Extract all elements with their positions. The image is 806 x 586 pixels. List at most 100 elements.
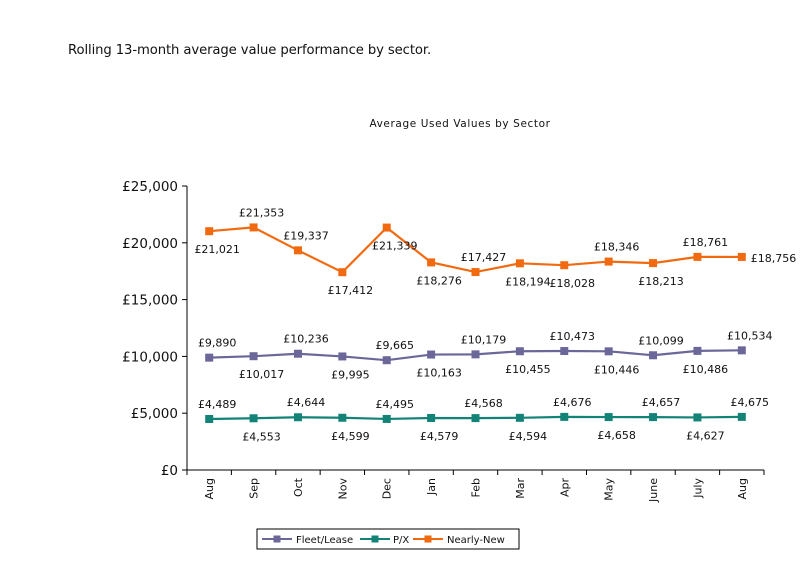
data-marker (471, 350, 480, 359)
data-marker (427, 350, 436, 359)
data-label: £10,473 (550, 330, 596, 343)
chart-title: Average Used Values by Sector (369, 118, 550, 130)
data-label: £17,412 (328, 284, 374, 297)
data-label: £4,658 (597, 429, 636, 442)
x-tick-label: Aug (203, 478, 216, 499)
data-label: £4,489 (198, 398, 237, 411)
data-marker (560, 412, 569, 421)
data-marker (205, 415, 214, 424)
data-marker (249, 414, 258, 423)
x-tick-label: Nov (336, 478, 349, 500)
legend-swatch-marker (273, 535, 281, 543)
data-marker (737, 346, 746, 355)
legend-label: Nearly-New (447, 535, 505, 546)
data-label: £9,995 (331, 368, 370, 381)
data-label: £10,446 (594, 363, 640, 376)
data-label: £21,339 (372, 240, 418, 253)
data-marker (604, 347, 613, 356)
data-marker (649, 413, 658, 422)
data-marker (737, 252, 746, 261)
x-tick-label: Jan (425, 478, 438, 496)
data-label: £19,337 (283, 229, 329, 242)
data-marker (515, 259, 524, 268)
legend-swatch-marker (371, 535, 379, 543)
legend-label: P/X (393, 535, 409, 546)
x-tick-label: July (691, 478, 704, 499)
data-marker (338, 352, 347, 361)
data-marker (338, 268, 347, 277)
data-label: £10,099 (638, 334, 684, 347)
x-tick-label: June (647, 478, 660, 503)
data-label: £18,276 (416, 274, 462, 287)
x-tick-label: Feb (470, 478, 483, 497)
data-marker (560, 261, 569, 270)
y-tick-label: £0 (161, 463, 178, 479)
data-label: £9,890 (198, 337, 237, 350)
data-label: £4,553 (242, 430, 281, 443)
data-label: £10,486 (683, 363, 729, 376)
data-label: £4,579 (420, 430, 459, 443)
data-marker (560, 347, 569, 356)
data-label: £4,599 (331, 430, 370, 443)
y-tick-label: £5,000 (131, 406, 178, 422)
data-marker (382, 356, 391, 365)
data-label: £9,665 (375, 339, 414, 352)
x-tick-label: Mar (514, 478, 527, 499)
legend-swatch-marker (424, 535, 432, 543)
data-label: £4,495 (375, 398, 414, 411)
data-marker (293, 349, 302, 358)
data-label: £18,213 (638, 275, 684, 288)
x-tick-label: Sep (248, 478, 261, 499)
data-label: £10,017 (239, 368, 285, 381)
data-marker (382, 223, 391, 232)
data-label: £21,021 (194, 243, 240, 256)
data-marker (427, 258, 436, 267)
data-label: £4,676 (553, 396, 592, 409)
x-tick-label: Oct (292, 477, 305, 497)
data-label: £10,179 (461, 333, 507, 346)
data-marker (604, 257, 613, 266)
data-marker (693, 346, 702, 355)
page-caption: Rolling 13-month average value performan… (68, 43, 432, 58)
x-tick-label: Aug (736, 478, 749, 499)
data-marker (693, 413, 702, 422)
data-marker (249, 223, 258, 232)
data-label: £18,194 (505, 275, 551, 288)
data-marker (427, 413, 436, 422)
data-marker (604, 413, 613, 422)
data-label: £4,644 (287, 396, 326, 409)
data-labels-layer: £9,890 £10,017 £10,236 £9,995 £9,665 £10,163 £… (194, 206, 796, 443)
x-tick-label: May (603, 478, 616, 501)
data-marker (293, 413, 302, 422)
data-label: £4,627 (686, 429, 725, 442)
data-label: £10,534 (727, 329, 773, 342)
data-marker (737, 412, 746, 421)
data-marker (471, 268, 480, 277)
legend: Fleet/Lease P/X Nearly-New (256, 528, 520, 550)
data-marker (249, 352, 258, 361)
data-label: £18,756 (751, 252, 797, 265)
data-marker (338, 413, 347, 422)
data-marker (515, 347, 524, 356)
data-label: £18,346 (594, 241, 640, 254)
data-label: £10,163 (416, 367, 462, 380)
data-label: £4,568 (464, 397, 503, 410)
x-tick-label: Dec (381, 478, 394, 499)
data-label: £10,236 (283, 333, 329, 346)
data-marker (693, 252, 702, 261)
y-tick-label: £15,000 (122, 293, 178, 309)
axes: £0 £5,000 £10,000 £15,000 £20,000 £25,000 Aug S… (122, 179, 765, 503)
data-label: £4,675 (731, 396, 770, 409)
x-tick-label: Apr (558, 478, 571, 498)
data-marker (515, 413, 524, 422)
data-label: £21,353 (239, 206, 285, 219)
y-tick-label: £20,000 (122, 236, 178, 252)
y-tick-label: £10,000 (122, 349, 178, 365)
data-label: £4,594 (509, 430, 548, 443)
y-tick-label: £25,000 (122, 179, 178, 195)
data-marker (293, 246, 302, 255)
data-label: £18,028 (550, 277, 596, 290)
data-label: £17,427 (461, 251, 507, 264)
data-marker (649, 259, 658, 268)
